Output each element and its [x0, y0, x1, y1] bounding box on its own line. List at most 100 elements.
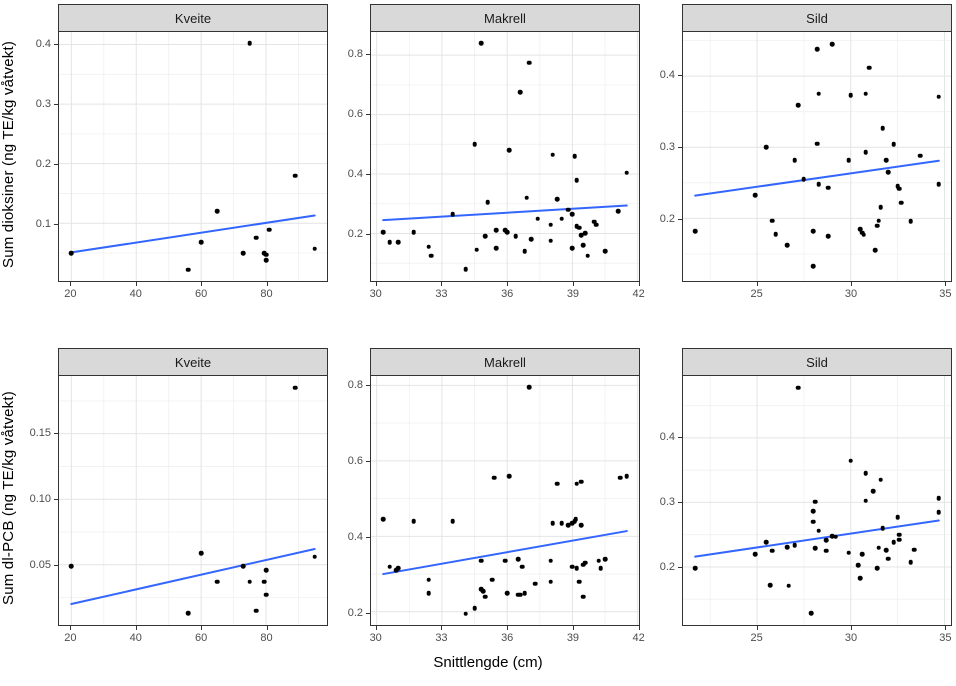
data-point	[69, 250, 74, 256]
data-point	[624, 473, 630, 479]
data-point	[936, 94, 942, 100]
data-point	[247, 579, 253, 585]
trend-line	[695, 161, 939, 196]
x-axis: 25 30 35	[682, 282, 952, 304]
y-tick-mark	[366, 114, 370, 116]
y-tick-label: 0.2	[347, 228, 363, 241]
y-tick-mark	[54, 163, 58, 165]
data-point	[554, 481, 560, 486]
data-point	[426, 577, 432, 583]
x-tick-mark	[266, 626, 268, 630]
data-point	[863, 149, 869, 155]
facet-strip-label: Makrell	[484, 10, 526, 26]
data-point	[855, 562, 861, 568]
plot-area	[58, 375, 328, 626]
data-point	[596, 558, 601, 564]
data-point	[764, 540, 769, 545]
data-point	[624, 170, 630, 175]
x-tick-mark	[638, 282, 640, 286]
x-tick-mark	[70, 282, 72, 286]
x-tick-mark	[201, 626, 203, 630]
data-point	[891, 142, 897, 147]
data-point	[936, 495, 942, 501]
data-point	[792, 157, 797, 163]
y-tick-mark	[366, 460, 370, 462]
data-point	[884, 157, 889, 163]
data-point	[570, 246, 575, 251]
data-point	[857, 226, 863, 232]
x-tick-mark	[135, 626, 137, 630]
data-point	[548, 558, 553, 564]
data-point	[899, 200, 904, 206]
data-point	[387, 240, 392, 245]
x-tick-label: 80	[260, 288, 273, 300]
data-point	[861, 232, 867, 238]
plot-area	[58, 31, 328, 282]
data-point	[880, 125, 885, 131]
data-point	[591, 219, 597, 224]
x-tick-label: 35	[939, 288, 952, 300]
data-point	[526, 60, 532, 65]
data-point	[814, 141, 820, 146]
data-point	[795, 385, 801, 390]
data-point	[522, 590, 527, 596]
data-point	[494, 228, 499, 233]
facet-strip: Sild	[682, 348, 952, 375]
data-point	[573, 517, 578, 522]
y-tick-label: 0.05	[29, 559, 51, 572]
data-point	[602, 248, 608, 254]
y-tick-mark	[366, 54, 370, 56]
data-point	[908, 218, 913, 224]
x-tick-mark	[756, 282, 758, 286]
data-point	[908, 560, 913, 565]
x-tick-mark	[201, 282, 203, 286]
data-point	[897, 537, 902, 543]
data-point	[485, 199, 490, 205]
facet-strip-label: Kveite	[174, 10, 212, 26]
data-point	[262, 579, 267, 585]
x-tick-label: 30	[844, 288, 858, 300]
data-point	[878, 477, 884, 483]
y-tick-label: 0.2	[659, 212, 675, 225]
y-axis: 0.2 0.4 0.6 0.8	[336, 375, 370, 626]
axis-spacer	[336, 282, 370, 304]
x-tick-label: 80	[260, 632, 273, 644]
y-axis: 0.1 0.2 0.3 0.4	[24, 31, 58, 282]
data-point	[848, 93, 854, 98]
data-point	[570, 564, 575, 569]
data-point	[810, 509, 816, 514]
data-point	[594, 222, 599, 227]
y-tick-mark	[678, 147, 682, 149]
y-tick-mark	[366, 384, 370, 386]
data-point	[463, 611, 469, 616]
data-point	[784, 243, 790, 248]
data-point	[795, 102, 801, 108]
data-point	[478, 558, 484, 564]
x-axis-title: Snittlengde (cm)	[433, 654, 543, 671]
data-point	[504, 229, 510, 235]
facet-strip: Makrell	[370, 348, 640, 375]
y-axis-title-dioksiner: Sum dioksiner (ng TE/kg våtvekt)	[0, 40, 17, 268]
plot-canvas	[59, 376, 327, 625]
plot-area	[682, 375, 952, 626]
data-point	[548, 579, 553, 584]
x-tick-label: 40	[129, 632, 142, 644]
data-point	[829, 41, 835, 47]
x-tick-label: 30	[844, 632, 858, 644]
data-point	[878, 204, 884, 210]
data-point	[450, 211, 456, 217]
data-point	[825, 233, 831, 239]
data-point	[816, 528, 822, 534]
data-point	[292, 173, 298, 178]
y-tick-mark	[54, 43, 58, 45]
data-point	[773, 231, 779, 237]
data-point	[812, 499, 818, 505]
x-tick-mark	[266, 282, 268, 286]
data-point	[263, 567, 269, 573]
x-tick-label: 25	[750, 632, 763, 644]
x-tick-mark	[850, 626, 852, 630]
data-point	[576, 225, 582, 230]
x-tick-label: 42	[632, 632, 645, 644]
plot-area	[682, 31, 952, 282]
